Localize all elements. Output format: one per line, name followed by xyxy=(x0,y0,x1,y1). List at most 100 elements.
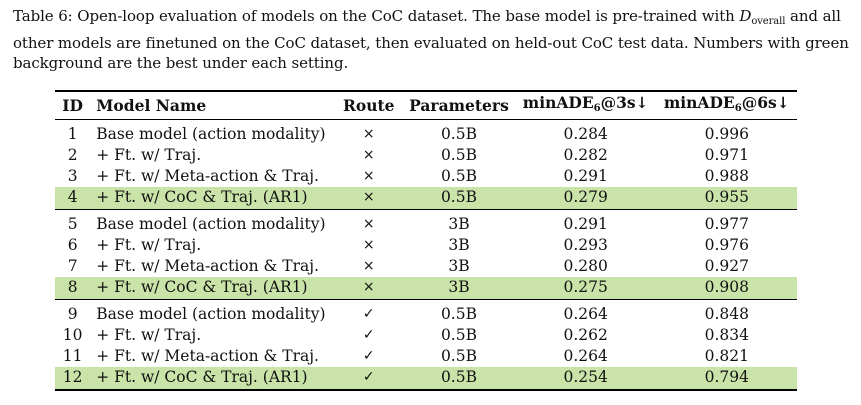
header-parameters: Parameters xyxy=(409,96,509,115)
table-row-best: 4 + Ft. w/ CoC & Traj. (AR1) × 0.5B 0.27… xyxy=(55,187,797,210)
table-row: 7 + Ft. w/ Meta-action & Traj. × 3B 0.28… xyxy=(55,256,797,277)
cell-minade-3s: 0.264 xyxy=(563,305,608,323)
cell-route-check-icon: ✓ xyxy=(334,367,404,390)
cell-id: 5 xyxy=(67,215,78,233)
cell-minade-6s: 0.794 xyxy=(656,367,797,390)
table-row: 9 Base model (action modality) ✓ 0.5B 0.… xyxy=(55,300,797,326)
cell-id: 11 xyxy=(62,347,83,365)
cell-parameters: 0.5B xyxy=(403,187,515,210)
cell-minade-3s: 0.275 xyxy=(514,277,657,300)
cell-model-name: + Ft. w/ CoC & Traj. (AR1) xyxy=(90,187,335,210)
cell-minade-6s: 0.821 xyxy=(704,347,749,365)
cell-minade-6s: 0.976 xyxy=(704,236,749,254)
cell-id: 9 xyxy=(67,305,78,323)
header-id: ID xyxy=(62,96,83,115)
header-minade-3s: minADE6@3s↓ xyxy=(515,91,657,120)
table-row: 10 + Ft. w/ Traj. ✓ 0.5B 0.262 0.834 xyxy=(55,325,797,346)
cell-model-name: Base model (action modality) xyxy=(96,215,326,233)
cell-model-name: + Ft. w/ Traj. xyxy=(96,326,202,344)
header-minade-6s: minADE6@6s↓ xyxy=(657,91,797,120)
group-3b-no-route: 5 Base model (action modality) × 3B 0.29… xyxy=(55,210,797,300)
cell-model-name: + Ft. w/ CoC & Traj. (AR1) xyxy=(90,367,335,390)
cell-route-check-icon: ✓ xyxy=(362,306,375,322)
cell-minade-3s: 0.279 xyxy=(514,187,657,210)
caption-line-3: background are the best under each setti… xyxy=(13,54,349,72)
cell-model-name: + Ft. w/ Traj. xyxy=(96,236,202,254)
group-0p5b-route: 9 Base model (action modality) ✓ 0.5B 0.… xyxy=(55,300,797,390)
dataset-symbol: D xyxy=(739,7,752,25)
cell-parameters: 3B xyxy=(448,257,470,275)
cell-minade-3s: 0.284 xyxy=(563,125,608,143)
cell-minade-6s: 0.971 xyxy=(704,146,749,164)
cell-minade-6s: 0.955 xyxy=(656,187,797,210)
header-minade-3s-subscript: 6 xyxy=(593,103,601,114)
cell-id: 7 xyxy=(67,257,78,275)
table-row: 2 + Ft. w/ Traj. × 0.5B 0.282 0.971 xyxy=(55,145,797,166)
cell-model-name: + Ft. w/ Meta-action & Traj. xyxy=(96,167,319,185)
table-caption: Table 6: Open-loop evaluation of models … xyxy=(13,6,851,74)
header-minade-3s-suffix: @3s↓ xyxy=(600,93,649,112)
cell-parameters: 0.5B xyxy=(440,125,477,143)
cell-minade-6s: 0.988 xyxy=(704,167,749,185)
cell-parameters: 0.5B xyxy=(440,326,477,344)
cell-id: 8 xyxy=(55,277,91,300)
cell-minade-3s: 0.291 xyxy=(563,167,608,185)
header-model-name: Model Name xyxy=(96,96,207,115)
cell-minade-3s: 0.262 xyxy=(563,326,608,344)
table-row-best: 12 + Ft. w/ CoC & Traj. (AR1) ✓ 0.5B 0.2… xyxy=(55,367,797,390)
table-row: 11 + Ft. w/ Meta-action & Traj. ✓ 0.5B 0… xyxy=(55,346,797,367)
cell-parameters: 0.5B xyxy=(440,347,477,365)
dataset-subscript: overall xyxy=(751,16,786,27)
table-row: 6 + Ft. w/ Traj. × 3B 0.293 0.976 xyxy=(55,235,797,256)
cell-route-check-icon: ✓ xyxy=(362,348,375,364)
header-row: ID Model Name Route Parameters minADE6@3… xyxy=(55,91,797,120)
cell-minade-6s: 0.834 xyxy=(704,326,749,344)
table-row-best: 8 + Ft. w/ CoC & Traj. (AR1) × 3B 0.275 … xyxy=(55,277,797,300)
header-minade-6s-subscript: 6 xyxy=(734,103,742,114)
caption-line-1: Table 6: Open-loop evaluation of models … xyxy=(13,6,851,33)
cell-minade-3s: 0.264 xyxy=(563,347,608,365)
caption-text-b: and all xyxy=(785,7,841,25)
cell-route-cross-icon: × xyxy=(334,187,404,210)
cell-model-name: Base model (action modality) xyxy=(96,125,326,143)
cell-minade-3s: 0.280 xyxy=(563,257,608,275)
cell-minade-6s: 0.848 xyxy=(704,305,749,323)
cell-minade-3s: 0.291 xyxy=(563,215,608,233)
cell-route-cross-icon: × xyxy=(362,216,375,232)
cell-id: 6 xyxy=(67,236,78,254)
cell-minade-3s: 0.254 xyxy=(514,367,657,390)
cell-parameters: 3B xyxy=(403,277,515,300)
cell-parameters: 3B xyxy=(448,215,470,233)
cell-model-name: + Ft. w/ Traj. xyxy=(96,146,202,164)
table-header: ID Model Name Route Parameters minADE6@3… xyxy=(55,91,797,120)
table-row: 3 + Ft. w/ Meta-action & Traj. × 0.5B 0.… xyxy=(55,166,797,187)
cell-minade-6s: 0.996 xyxy=(704,125,749,143)
header-minade-6s-suffix: @6s↓ xyxy=(741,93,790,112)
header-route: Route xyxy=(343,96,395,115)
cell-model-name: + Ft. w/ Meta-action & Traj. xyxy=(96,257,319,275)
cell-parameters: 0.5B xyxy=(440,146,477,164)
results-table: ID Model Name Route Parameters minADE6@3… xyxy=(55,90,797,391)
cell-minade-6s: 0.927 xyxy=(704,257,749,275)
cell-route-check-icon: ✓ xyxy=(362,327,375,343)
group-0p5b-no-route: 1 Base model (action modality) × 0.5B 0.… xyxy=(55,120,797,210)
cell-minade-3s: 0.293 xyxy=(563,236,608,254)
cell-minade-6s: 0.908 xyxy=(656,277,797,300)
cell-model-name: + Ft. w/ Meta-action & Traj. xyxy=(96,347,319,365)
cell-id: 3 xyxy=(67,167,78,185)
cell-id: 1 xyxy=(67,125,78,143)
cell-id: 4 xyxy=(55,187,91,210)
cell-parameters: 0.5B xyxy=(440,305,477,323)
cell-route-cross-icon: × xyxy=(362,126,375,142)
cell-minade-3s: 0.282 xyxy=(563,146,608,164)
cell-route-cross-icon: × xyxy=(362,258,375,274)
cell-route-cross-icon: × xyxy=(334,277,404,300)
cell-model-name: + Ft. w/ CoC & Traj. (AR1) xyxy=(90,277,335,300)
cell-id: 10 xyxy=(62,326,83,344)
cell-minade-6s: 0.977 xyxy=(704,215,749,233)
cell-parameters: 3B xyxy=(448,236,470,254)
caption-text-a: Table 6: Open-loop evaluation of models … xyxy=(13,7,740,25)
header-minade-3s-label: minADE xyxy=(522,93,594,112)
table-row: 1 Base model (action modality) × 0.5B 0.… xyxy=(55,120,797,146)
cell-route-cross-icon: × xyxy=(362,237,375,253)
